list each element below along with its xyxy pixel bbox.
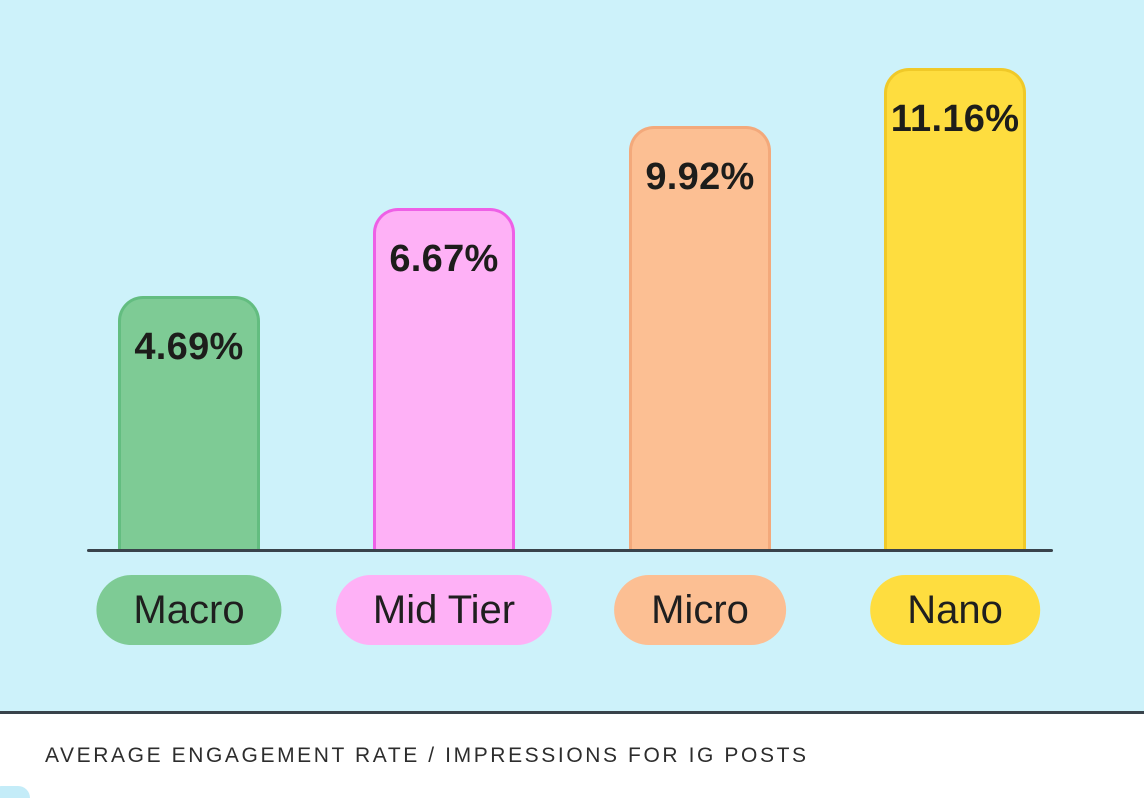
category-pill-micro: Micro	[614, 575, 786, 645]
category-pill-mid-tier: Mid Tier	[335, 575, 553, 645]
chart-caption: AVERAGE ENGAGEMENT RATE / IMPRESSIONS FO…	[45, 744, 809, 767]
bar-value-label-nano: 11.16%	[890, 98, 1020, 140]
bar-nano: 11.16%	[884, 68, 1026, 549]
bar-macro: 4.69%	[118, 296, 260, 549]
bar-micro: 9.92%	[629, 126, 771, 549]
bar-value-label-micro: 9.92%	[645, 156, 755, 198]
bar-value-label-macro: 4.69%	[134, 326, 244, 368]
category-pill-nano: Nano	[870, 575, 1040, 645]
x-axis-baseline	[87, 549, 1053, 552]
category-pill-macro: Macro	[96, 575, 282, 645]
bar-value-label-mid-tier: 6.67%	[389, 238, 499, 280]
caption-footer: AVERAGE ENGAGEMENT RATE / IMPRESSIONS FO…	[0, 711, 1144, 798]
bar-mid-tier: 6.67%	[373, 208, 515, 549]
decorative-corner-shape	[0, 786, 30, 798]
